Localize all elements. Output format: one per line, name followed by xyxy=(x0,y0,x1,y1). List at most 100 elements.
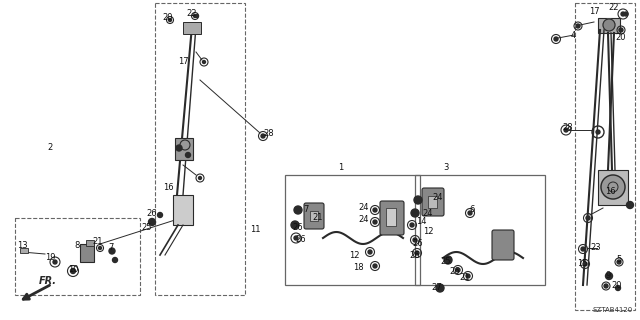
Text: 17: 17 xyxy=(589,7,599,17)
Circle shape xyxy=(373,208,377,212)
Text: 26: 26 xyxy=(147,209,157,218)
FancyBboxPatch shape xyxy=(304,203,324,229)
Circle shape xyxy=(619,28,623,32)
Text: 4: 4 xyxy=(570,30,575,39)
Circle shape xyxy=(456,268,460,272)
Circle shape xyxy=(373,264,377,268)
Text: 23: 23 xyxy=(591,244,602,252)
Circle shape xyxy=(176,145,182,151)
Text: 5: 5 xyxy=(616,255,621,265)
Text: 25: 25 xyxy=(141,223,152,233)
Bar xyxy=(598,18,620,33)
Text: 15: 15 xyxy=(577,260,588,268)
FancyBboxPatch shape xyxy=(422,188,444,216)
Circle shape xyxy=(583,262,587,266)
Circle shape xyxy=(291,221,299,229)
Text: 28: 28 xyxy=(563,124,573,132)
Text: 10: 10 xyxy=(68,266,78,275)
Circle shape xyxy=(168,19,172,21)
Circle shape xyxy=(368,250,372,254)
Circle shape xyxy=(109,248,115,254)
FancyBboxPatch shape xyxy=(492,230,514,260)
Text: 24: 24 xyxy=(423,209,433,218)
Bar xyxy=(598,170,628,205)
Circle shape xyxy=(444,256,452,264)
Bar xyxy=(310,211,318,221)
Circle shape xyxy=(621,12,625,16)
Circle shape xyxy=(413,238,417,242)
Text: 20: 20 xyxy=(612,282,622,291)
Bar xyxy=(575,3,635,310)
Bar xyxy=(386,208,396,226)
Circle shape xyxy=(53,260,57,264)
Circle shape xyxy=(99,246,102,250)
Text: 24: 24 xyxy=(359,215,369,225)
Circle shape xyxy=(586,216,590,220)
Bar xyxy=(20,248,28,253)
Bar xyxy=(175,138,193,160)
Circle shape xyxy=(373,220,377,224)
Text: 12: 12 xyxy=(349,251,359,260)
Circle shape xyxy=(605,273,612,279)
Text: 1: 1 xyxy=(339,164,344,172)
Circle shape xyxy=(415,251,419,255)
Circle shape xyxy=(411,209,419,217)
Text: 8: 8 xyxy=(74,241,80,250)
Circle shape xyxy=(202,60,205,63)
Circle shape xyxy=(616,285,621,291)
Circle shape xyxy=(198,177,202,180)
Circle shape xyxy=(186,153,191,157)
Text: 22: 22 xyxy=(187,10,197,19)
Text: 9: 9 xyxy=(605,271,611,281)
Circle shape xyxy=(113,258,118,262)
Circle shape xyxy=(70,268,76,274)
Text: 26: 26 xyxy=(292,222,303,231)
Text: 25: 25 xyxy=(441,257,451,266)
Circle shape xyxy=(604,284,608,288)
Bar xyxy=(155,3,245,295)
Text: 26: 26 xyxy=(450,268,460,276)
Text: 24: 24 xyxy=(433,194,444,203)
Circle shape xyxy=(624,12,628,16)
Text: 16: 16 xyxy=(163,183,173,193)
Text: 16: 16 xyxy=(605,188,615,196)
Text: 21: 21 xyxy=(460,274,470,283)
Bar xyxy=(428,196,437,208)
Text: 17: 17 xyxy=(178,58,188,67)
Text: 26: 26 xyxy=(410,252,420,260)
Text: 6: 6 xyxy=(469,205,475,214)
Circle shape xyxy=(468,211,472,215)
Text: 20: 20 xyxy=(163,13,173,22)
Text: 12: 12 xyxy=(423,228,433,236)
Bar xyxy=(415,175,545,285)
Circle shape xyxy=(564,128,568,132)
Circle shape xyxy=(157,212,163,218)
Circle shape xyxy=(436,284,444,292)
Text: 3: 3 xyxy=(444,164,449,172)
Bar xyxy=(285,175,420,285)
Text: 7: 7 xyxy=(303,205,308,214)
Text: 18: 18 xyxy=(353,263,364,273)
Text: 28: 28 xyxy=(264,129,275,138)
Bar xyxy=(173,195,193,225)
Text: 13: 13 xyxy=(17,241,28,250)
Circle shape xyxy=(554,37,558,41)
Bar xyxy=(86,240,94,246)
Text: 26: 26 xyxy=(296,236,307,244)
Bar xyxy=(15,218,140,295)
Circle shape xyxy=(627,202,634,209)
Circle shape xyxy=(601,175,625,199)
Circle shape xyxy=(576,24,580,28)
Text: 22: 22 xyxy=(609,4,620,12)
Circle shape xyxy=(294,236,298,240)
Circle shape xyxy=(148,219,156,226)
Text: 24: 24 xyxy=(359,204,369,212)
Text: 26: 26 xyxy=(413,238,423,247)
Text: 14: 14 xyxy=(416,218,426,227)
Circle shape xyxy=(596,130,600,134)
Text: 19: 19 xyxy=(45,253,55,262)
Circle shape xyxy=(410,223,414,227)
Text: SZTAB4120: SZTAB4120 xyxy=(593,307,633,313)
Circle shape xyxy=(261,134,265,138)
Text: FR.: FR. xyxy=(39,276,57,286)
